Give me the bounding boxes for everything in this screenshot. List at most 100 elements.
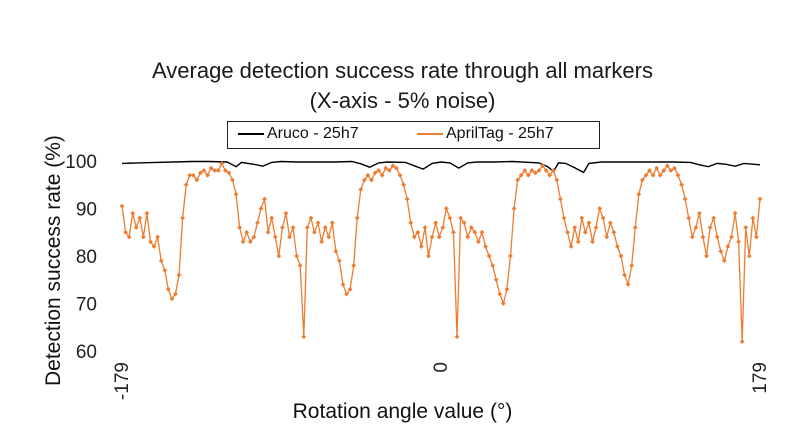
data-point-apriltag bbox=[151, 244, 157, 249]
series-layer bbox=[119, 160, 763, 344]
data-point-apriltag bbox=[440, 225, 446, 230]
data-point-apriltag bbox=[304, 225, 310, 230]
data-point-apriltag bbox=[525, 172, 531, 178]
data-point-apriltag bbox=[198, 170, 203, 176]
data-point-apriltag bbox=[725, 244, 731, 249]
data-point-apriltag bbox=[508, 253, 513, 259]
data-point-apriltag bbox=[746, 253, 752, 259]
data-point-apriltag bbox=[607, 220, 613, 226]
legend: Aruco - 25h7 AprilTag - 25h7 bbox=[227, 121, 600, 149]
data-point-apriltag bbox=[358, 187, 364, 192]
data-point-apriltag bbox=[205, 172, 210, 178]
data-point-apriltag bbox=[426, 253, 431, 259]
data-point-apriltag bbox=[155, 234, 161, 240]
data-point-apriltag bbox=[287, 234, 292, 240]
data-point-apriltag bbox=[625, 282, 631, 287]
data-point-apriltag bbox=[194, 177, 200, 183]
data-point-apriltag bbox=[340, 282, 346, 287]
data-point-apriltag bbox=[119, 203, 125, 209]
data-point-apriltag bbox=[297, 263, 303, 268]
y-tick-label-80: 80 bbox=[76, 247, 97, 268]
data-point-apriltag bbox=[436, 234, 442, 240]
data-point-apriltag bbox=[369, 177, 374, 183]
x-tick-label-179: 179 bbox=[750, 362, 771, 394]
data-point-apriltag bbox=[390, 163, 396, 169]
data-point-apriltag bbox=[240, 239, 246, 245]
data-point-apriltag bbox=[372, 170, 378, 176]
data-point-apriltag bbox=[454, 334, 460, 340]
data-point-apriltag bbox=[490, 263, 496, 268]
legend-label-aruco: Aruco - 25h7 bbox=[267, 125, 359, 142]
data-point-apriltag bbox=[258, 206, 264, 211]
data-point-apriltag bbox=[322, 225, 328, 230]
data-point-apriltag bbox=[654, 165, 660, 171]
data-point-apriltag bbox=[180, 215, 185, 221]
y-axis-ticks: 60 70 80 90 100 bbox=[65, 152, 97, 363]
data-point-apriltag bbox=[158, 258, 164, 264]
y-tick-label-90: 90 bbox=[76, 200, 97, 221]
data-point-apriltag bbox=[458, 215, 464, 221]
chart-title: Average detection success rate through a… bbox=[152, 58, 653, 83]
data-point-apriltag bbox=[597, 206, 603, 211]
data-point-apriltag bbox=[130, 210, 136, 216]
data-point-apriltag bbox=[479, 229, 485, 235]
data-point-apriltag bbox=[732, 210, 738, 216]
data-point-apriltag bbox=[162, 267, 168, 273]
data-point-apriltag bbox=[301, 334, 307, 340]
data-point-apriltag bbox=[661, 168, 667, 173]
data-point-apriltag bbox=[600, 215, 606, 221]
data-point-apriltag bbox=[540, 163, 545, 169]
data-point-apriltag bbox=[679, 182, 684, 188]
data-point-apriltag bbox=[729, 234, 734, 240]
data-point-apriltag bbox=[312, 229, 317, 235]
data-point-apriltag bbox=[123, 229, 128, 235]
x-tick-label-0: 0 bbox=[431, 362, 452, 373]
data-point-apriltag bbox=[639, 177, 645, 183]
data-point-apriltag bbox=[568, 244, 574, 249]
data-point-apriltag bbox=[176, 272, 182, 278]
data-point-apriltag bbox=[721, 258, 727, 264]
data-point-apriltag bbox=[173, 291, 178, 297]
data-point-apriltag bbox=[547, 172, 553, 178]
data-point-apriltag bbox=[148, 239, 153, 245]
data-point-apriltag bbox=[418, 244, 424, 249]
data-point-apriltag bbox=[187, 172, 193, 178]
data-point-apriltag bbox=[550, 168, 556, 173]
data-point-apriltag bbox=[365, 172, 371, 178]
legend-label-apriltag: AprilTag - 25h7 bbox=[446, 125, 554, 142]
data-point-apriltag bbox=[575, 239, 581, 245]
data-point-apriltag bbox=[415, 229, 421, 235]
data-point-apriltag bbox=[643, 172, 649, 178]
data-point-apriltag bbox=[675, 172, 681, 178]
data-point-apriltag bbox=[319, 239, 324, 245]
data-point-apriltag bbox=[208, 165, 214, 171]
data-point-apriltag bbox=[714, 234, 720, 240]
series-line-aruco bbox=[121, 160, 761, 174]
data-point-apriltag bbox=[361, 177, 367, 183]
data-point-apriltag bbox=[137, 215, 143, 221]
data-point-apriltag bbox=[682, 196, 688, 202]
data-point-apriltag bbox=[397, 172, 403, 178]
data-point-apriltag bbox=[255, 220, 260, 226]
data-point-apriltag bbox=[700, 234, 706, 240]
data-point-apriltag bbox=[183, 182, 189, 188]
data-point-apriltag bbox=[604, 234, 610, 240]
data-point-apriltag bbox=[404, 196, 410, 202]
data-point-apriltag bbox=[262, 196, 267, 202]
data-point-apriltag bbox=[233, 191, 239, 197]
data-point-apriltag bbox=[468, 225, 474, 230]
data-point-apriltag bbox=[344, 291, 349, 297]
data-point-apriltag bbox=[461, 220, 467, 226]
data-point-apriltag bbox=[533, 170, 538, 176]
data-point-apriltag bbox=[283, 210, 289, 216]
data-point-apriltag bbox=[697, 210, 702, 216]
data-point-apriltag bbox=[276, 253, 282, 259]
data-point-apriltag bbox=[711, 215, 717, 221]
data-point-apriltag bbox=[757, 196, 763, 202]
data-point-apriltag bbox=[493, 277, 499, 283]
data-point-apriltag bbox=[383, 165, 389, 171]
data-point-apriltag bbox=[269, 215, 275, 221]
data-point-apriltag bbox=[219, 160, 225, 166]
data-point-apriltag bbox=[618, 253, 624, 259]
data-point-apriltag bbox=[265, 229, 271, 235]
